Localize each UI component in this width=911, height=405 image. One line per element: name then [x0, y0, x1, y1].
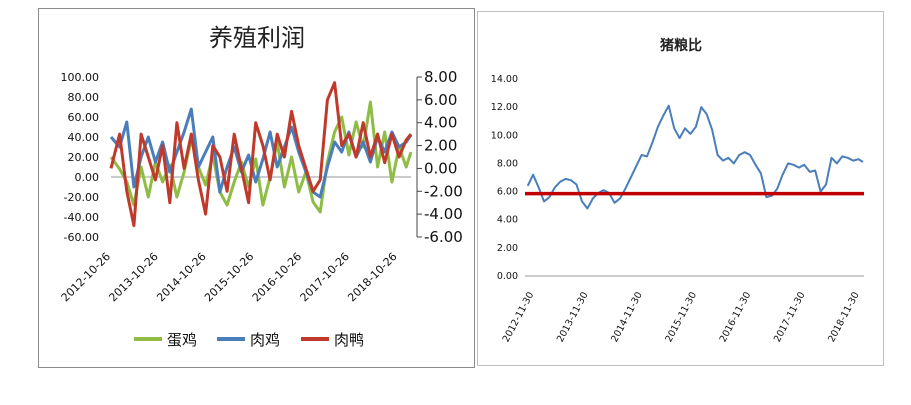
y-tick-label: 2.00 [497, 243, 518, 254]
y-right-tick-label: 0.00 [424, 159, 457, 177]
chart-title: 养殖利润 [209, 24, 305, 52]
y-right-tick-label: 4.00 [424, 114, 457, 132]
y-left-tick-label: 100.00 [61, 71, 100, 84]
y-tick-label: 8.00 [497, 158, 518, 169]
y-right-tick-label: 8.00 [424, 68, 457, 86]
y-left-tick-label: 40.00 [68, 131, 100, 144]
legend-label: 蛋鸡 [167, 331, 197, 349]
x-tick-label: 2014-11-30 [609, 290, 645, 344]
x-tick-label: 2012-10-26 [59, 250, 113, 304]
x-tick-label: 2013-11-30 [555, 290, 591, 344]
y-right-tick-label: -6.00 [424, 228, 463, 246]
series-line-hog-grain-ratio [526, 104, 864, 210]
y-left-tick-label: -60.00 [64, 231, 99, 244]
x-tick-label: 2013-10-26 [106, 250, 160, 304]
x-tick-label: 2018-11-30 [826, 290, 862, 344]
y-tick-label: 10.00 [491, 130, 518, 141]
x-tick-label: 2018-10-26 [345, 250, 399, 304]
y-left-tick-label: -20.00 [64, 191, 99, 204]
x-tick-label: 2017-10-26 [298, 250, 352, 304]
y-tick-label: 6.00 [497, 187, 518, 198]
y-left-tick-label: 80.00 [68, 91, 100, 104]
x-tick-label: 2016-11-30 [718, 290, 754, 344]
x-tick-label: 2017-11-30 [772, 290, 808, 344]
y-tick-label: 14.00 [491, 74, 518, 85]
y-left-tick-label: 0.00 [75, 171, 100, 184]
chart-title: 猪粮比 [659, 37, 702, 54]
y-tick-label: 0.00 [497, 271, 518, 282]
x-tick-label: 2016-10-26 [250, 250, 304, 304]
y-right-tick-label: -2.00 [424, 182, 463, 200]
legend-label: 肉鸭 [334, 331, 364, 349]
x-tick-label: 2015-11-30 [663, 290, 699, 344]
y-right-tick-label: 2.00 [424, 137, 457, 155]
x-tick-label: 2014-10-26 [154, 250, 208, 304]
y-tick-label: 12.00 [491, 102, 518, 113]
series-line-肉鸡 [109, 107, 413, 199]
chart-panel-breeding-profit: 养殖利润 100.00 80.00 60.00 40.00 20.00 0.00 -20.0… [38, 8, 475, 368]
y-right-tick-label: 6.00 [424, 91, 457, 109]
y-left-tick-label: 20.00 [68, 151, 100, 164]
y-left-tick-label: -40.00 [64, 211, 99, 224]
legend: 蛋鸡 肉鸡 肉鸭 [134, 331, 364, 349]
breeding-profit-chart: 养殖利润 100.00 80.00 60.00 40.00 20.00 0.00 -20.0… [59, 24, 463, 349]
chart-panel-hog-grain-ratio: 猪粮比 14.00 12.00 10.00 8.00 6.00 4.00 2.00 0.00 2… [477, 11, 884, 366]
x-tick-label: 2012-11-30 [501, 290, 537, 344]
y-right-tick-label: -4.00 [424, 205, 463, 223]
y-tick-label: 4.00 [497, 215, 518, 226]
series-line-肉鸭 [109, 81, 413, 228]
y-left-tick-label: 60.00 [68, 111, 100, 124]
legend-label: 肉鸡 [250, 331, 280, 349]
series-line-蛋鸡 [109, 100, 413, 214]
x-tick-label: 2015-10-26 [202, 250, 256, 304]
hog-grain-ratio-chart: 猪粮比 14.00 12.00 10.00 8.00 6.00 4.00 2.00 0.00 2… [491, 37, 864, 344]
